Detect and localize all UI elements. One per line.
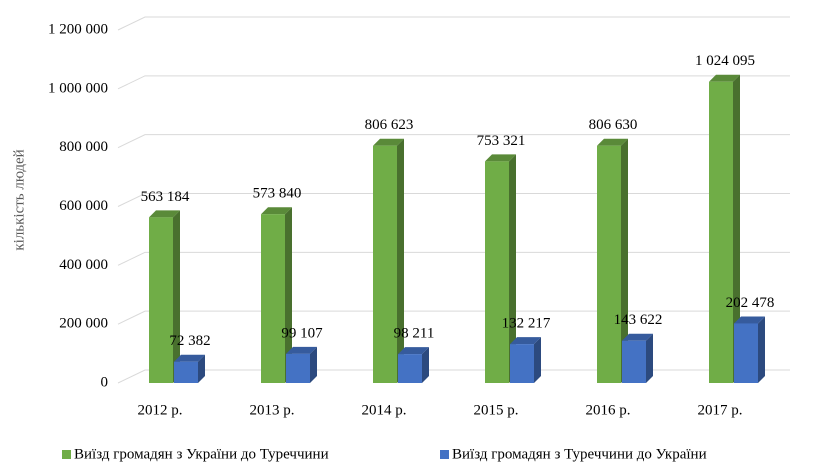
bar-side bbox=[173, 210, 180, 383]
bar bbox=[709, 81, 733, 383]
grid-line bbox=[117, 75, 790, 90]
x-tick-label: 2017 р. bbox=[698, 402, 743, 418]
value-label: 753 321 bbox=[477, 133, 526, 149]
bar bbox=[597, 145, 621, 383]
value-label: 202 478 bbox=[726, 295, 775, 311]
bar-top bbox=[261, 207, 292, 215]
value-label: 1 024 095 bbox=[695, 53, 755, 69]
bar bbox=[373, 145, 397, 383]
bar-top bbox=[709, 74, 740, 82]
grid-line bbox=[117, 251, 790, 266]
bar-side bbox=[758, 316, 765, 383]
bar-side bbox=[733, 74, 740, 383]
grid-line bbox=[117, 16, 790, 31]
grid-line bbox=[117, 193, 790, 207]
y-tick-label: 200 000 bbox=[59, 316, 108, 332]
bar bbox=[261, 214, 285, 383]
bar bbox=[622, 340, 646, 383]
value-label: 143 622 bbox=[614, 312, 663, 328]
bar bbox=[149, 217, 173, 383]
bar-top bbox=[373, 138, 404, 146]
legend-label: Виїзд громадян з України до Туреччини bbox=[74, 446, 329, 462]
bar bbox=[734, 323, 758, 383]
bar-top bbox=[149, 210, 180, 218]
legend-label: Виїзд громадян з Туреччини до України bbox=[452, 446, 707, 462]
bar-side bbox=[646, 333, 653, 383]
y-axis-label: кількість людей bbox=[11, 149, 27, 250]
x-tick-label: 2014 р. bbox=[362, 402, 407, 418]
bar-top bbox=[398, 347, 429, 355]
x-tick-label: 2013 р. bbox=[250, 402, 295, 418]
grid-line bbox=[117, 310, 790, 325]
value-label: 99 107 bbox=[281, 325, 323, 341]
value-label: 72 382 bbox=[169, 333, 210, 349]
y-tick-label: 1 200 000 bbox=[48, 21, 108, 37]
bar-side bbox=[310, 346, 317, 383]
bar bbox=[510, 344, 534, 383]
bar bbox=[485, 161, 509, 383]
grid-line bbox=[117, 369, 790, 384]
legend-swatch bbox=[440, 450, 449, 459]
bar-top bbox=[485, 154, 516, 162]
bar-top bbox=[174, 354, 205, 362]
y-tick-label: 0 bbox=[101, 374, 109, 390]
bar-top bbox=[286, 346, 317, 354]
bar-side bbox=[285, 207, 292, 383]
bar-top bbox=[734, 316, 765, 324]
grid-line bbox=[117, 134, 790, 149]
bar bbox=[174, 361, 198, 383]
y-tick-label: 800 000 bbox=[59, 139, 108, 155]
bar-side bbox=[509, 154, 516, 383]
bar bbox=[398, 354, 422, 383]
value-label: 806 630 bbox=[589, 117, 638, 133]
bar-side bbox=[422, 347, 429, 383]
legend-swatch bbox=[62, 450, 71, 459]
bar-top bbox=[510, 337, 541, 345]
value-label: 806 623 bbox=[365, 117, 414, 133]
value-label: 98 211 bbox=[394, 326, 435, 342]
bar-side bbox=[621, 138, 628, 383]
value-label: 563 184 bbox=[141, 189, 190, 205]
bar-top bbox=[597, 138, 628, 146]
x-tick-label: 2016 р. bbox=[586, 402, 631, 418]
value-label: 132 217 bbox=[502, 316, 551, 332]
bar bbox=[286, 353, 310, 383]
x-tick-label: 2015 р. bbox=[474, 402, 519, 418]
y-tick-label: 1 000 000 bbox=[48, 80, 108, 96]
y-tick-label: 400 000 bbox=[59, 257, 108, 273]
bar-side bbox=[534, 337, 541, 383]
bar-side bbox=[198, 354, 205, 383]
y-tick-label: 600 000 bbox=[59, 198, 108, 214]
x-tick-label: 2012 р. bbox=[138, 402, 183, 418]
value-label: 573 840 bbox=[253, 186, 302, 202]
bar-side bbox=[397, 138, 404, 383]
bar-top bbox=[622, 333, 653, 341]
